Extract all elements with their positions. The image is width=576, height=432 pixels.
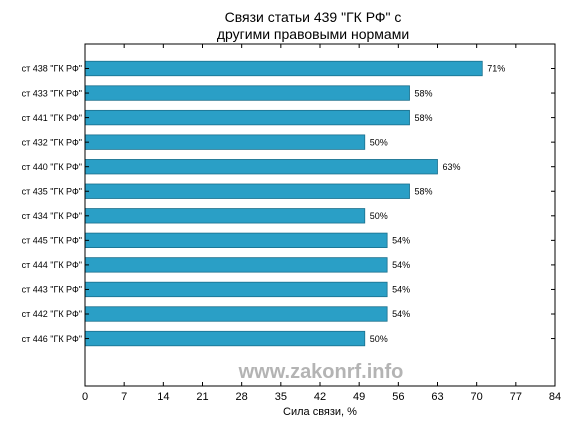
x-axis-ticks-group: 0 7 14 21 28 35 42 49 56 63 70 77 84 xyxy=(82,44,561,403)
value-label: 54% xyxy=(392,260,410,270)
bar xyxy=(84,60,483,77)
value-label: 54% xyxy=(392,285,410,295)
value-label: 58% xyxy=(415,88,433,98)
bar xyxy=(84,183,410,199)
category-label: ст 433 "ГК РФ" xyxy=(22,88,82,98)
x-axis-title: Сила связи, % xyxy=(283,406,357,418)
x-tick-label: 14 xyxy=(157,391,169,403)
value-label: 50% xyxy=(370,334,388,344)
bar xyxy=(84,257,388,273)
x-tick-label: 77 xyxy=(510,391,522,403)
value-labels-group: 71% 58% 58% 50% 63% 58% 50% 54% 54% 54% 54% 50% xyxy=(370,64,506,344)
category-label: ст 440 "ГК РФ" xyxy=(22,162,82,172)
x-tick-label: 28 xyxy=(236,391,248,403)
category-label: ст 446 "ГК РФ" xyxy=(22,334,82,344)
bar xyxy=(84,85,410,101)
x-tick-label: 49 xyxy=(353,391,365,403)
x-tick-label: 42 xyxy=(314,391,326,403)
chart-title-line-2: другими правовыми нормами xyxy=(217,26,409,42)
x-tick-label: 63 xyxy=(431,391,443,403)
category-label: ст 443 "ГК РФ" xyxy=(22,285,82,295)
chart-title-line-1: Связи статьи 439 "ГК РФ" с xyxy=(225,9,402,25)
value-label: 63% xyxy=(443,162,461,172)
category-labels-group: ст 438 "ГК РФ" ст 433 "ГК РФ" ст 441 "ГК Р… xyxy=(22,64,555,344)
x-tick-label: 56 xyxy=(392,391,404,403)
bar xyxy=(84,330,366,347)
category-label: ст 438 "ГК РФ" xyxy=(22,64,82,74)
value-label: 58% xyxy=(415,113,433,123)
watermark: www.zakonrf.info xyxy=(238,361,404,383)
bar xyxy=(84,208,366,224)
value-label: 50% xyxy=(370,137,388,147)
bar xyxy=(84,306,388,322)
value-label: 54% xyxy=(392,309,410,319)
bar xyxy=(84,134,366,150)
bar xyxy=(84,109,410,126)
x-tick-label: 35 xyxy=(275,391,287,403)
x-tick-label: 21 xyxy=(196,391,208,403)
category-label: ст 445 "ГК РФ" xyxy=(22,236,82,246)
category-label: ст 444 "ГК РФ" xyxy=(22,260,82,270)
x-tick-label: 0 xyxy=(82,391,88,403)
x-tick-label: 7 xyxy=(121,391,127,403)
bar xyxy=(84,281,388,298)
value-label: 71% xyxy=(487,64,505,74)
x-tick-label: 84 xyxy=(549,391,561,403)
bars-group xyxy=(84,60,483,347)
value-label: 50% xyxy=(370,211,388,221)
value-label: 58% xyxy=(415,186,433,196)
x-tick-label: 70 xyxy=(471,391,483,403)
category-label: ст 441 "ГК РФ" xyxy=(22,113,82,123)
bar xyxy=(84,232,388,249)
bar xyxy=(84,159,438,175)
category-label: ст 435 "ГК РФ" xyxy=(22,186,82,196)
category-label: ст 434 "ГК РФ" xyxy=(22,211,82,221)
category-label: ст 432 "ГК РФ" xyxy=(22,137,82,147)
category-label: ст 442 "ГК РФ" xyxy=(22,309,82,319)
value-label: 54% xyxy=(392,236,410,246)
